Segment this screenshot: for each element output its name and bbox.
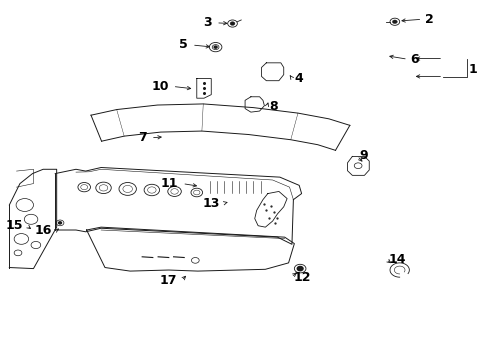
Text: 2: 2 <box>424 13 433 26</box>
Text: 15: 15 <box>5 219 23 232</box>
Text: 4: 4 <box>294 72 303 85</box>
Text: 7: 7 <box>138 131 147 144</box>
Text: 8: 8 <box>269 100 277 113</box>
Text: 13: 13 <box>202 197 220 210</box>
Text: 10: 10 <box>151 80 168 93</box>
Text: 5: 5 <box>179 39 188 51</box>
Text: 17: 17 <box>160 274 177 287</box>
Text: 3: 3 <box>203 16 212 29</box>
Text: 14: 14 <box>388 253 405 266</box>
Circle shape <box>297 266 303 271</box>
Circle shape <box>230 22 234 25</box>
Text: 11: 11 <box>161 177 178 190</box>
Circle shape <box>59 222 61 224</box>
Text: 6: 6 <box>409 53 418 66</box>
Text: 12: 12 <box>293 271 310 284</box>
Circle shape <box>214 46 217 48</box>
Text: 16: 16 <box>34 224 52 237</box>
Text: 1: 1 <box>468 63 476 76</box>
Circle shape <box>392 20 396 23</box>
Text: 9: 9 <box>359 149 367 162</box>
